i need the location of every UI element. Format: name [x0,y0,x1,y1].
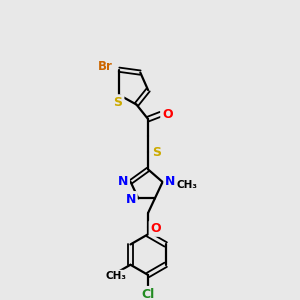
Text: Br: Br [98,60,113,73]
Text: CH₃: CH₃ [176,180,197,190]
Text: N: N [165,175,175,188]
Text: O: O [151,222,161,235]
Text: O: O [162,108,173,121]
Text: S: S [114,96,123,109]
Text: N: N [125,193,136,206]
Text: N: N [118,175,128,188]
Text: CH₃: CH₃ [105,272,126,281]
Text: Cl: Cl [141,288,155,300]
Text: S: S [152,146,161,160]
